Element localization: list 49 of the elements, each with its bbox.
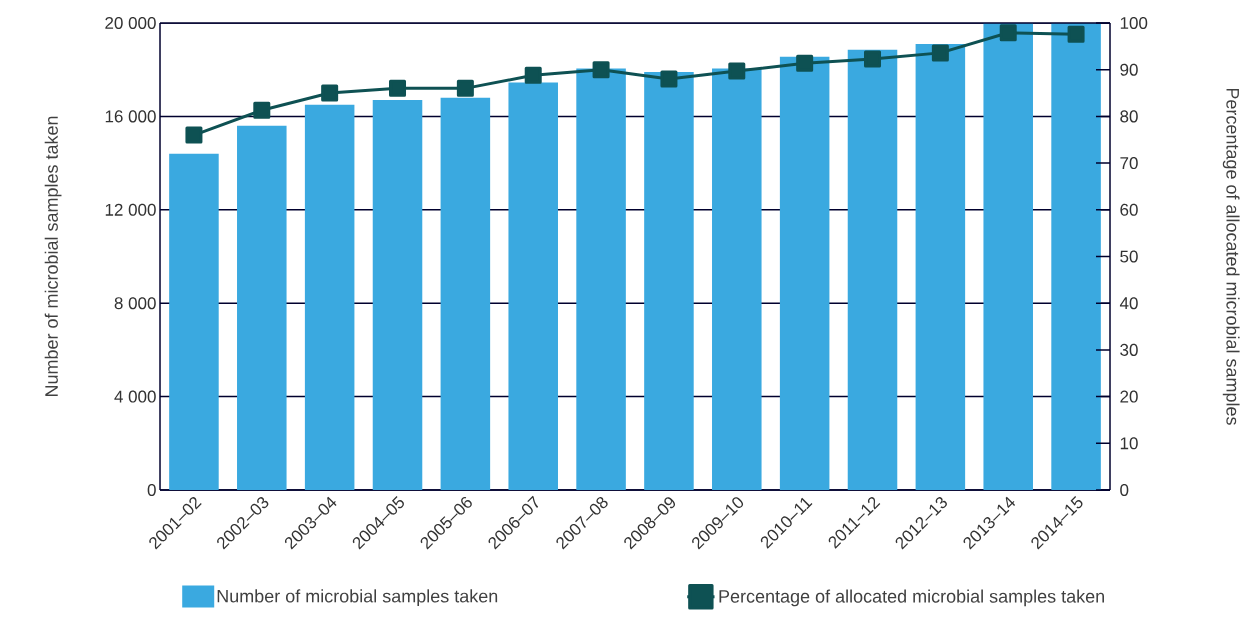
y2-tick-label: 30: [1120, 343, 1138, 356]
y2-tick-label: 60: [1120, 203, 1138, 216]
point: [1067, 25, 1085, 43]
point: [796, 54, 814, 72]
y2-tick-label: 70: [1120, 157, 1138, 170]
y2-tick-label: 10: [1120, 437, 1138, 450]
point: [185, 126, 203, 144]
y2-tick-label: 100: [1120, 16, 1148, 30]
bar: [237, 125, 287, 490]
y-axis-title: Number of microbial samples taken: [44, 116, 62, 397]
point: [931, 44, 949, 62]
bar: [576, 68, 626, 490]
point: [389, 79, 407, 97]
y-tick-label: 4 000: [114, 390, 156, 403]
y-tick-label: 12 000: [105, 203, 156, 216]
point: [999, 24, 1017, 42]
y-tick-label: 0: [147, 483, 156, 497]
y2-tick-label: 90: [1120, 63, 1138, 76]
bar: [1051, 22, 1101, 490]
bar: [169, 153, 219, 490]
bar: [983, 22, 1033, 490]
y-tick-label: 16 000: [105, 110, 156, 123]
y2-tick-label: 0: [1120, 483, 1129, 497]
point: [728, 62, 746, 80]
bar: [644, 72, 694, 490]
y-tick-label: 8 000: [114, 297, 156, 310]
bar: [779, 56, 830, 490]
point: [321, 84, 339, 102]
point: [253, 101, 271, 119]
point: [660, 70, 678, 88]
y2-tick-label: 80: [1120, 110, 1138, 123]
point: [524, 66, 542, 84]
y2-tick-label: 50: [1120, 250, 1138, 263]
bar: [372, 100, 423, 490]
legend-label: Number of microbial samples taken: [217, 589, 498, 607]
bar: [508, 82, 558, 490]
point: [592, 61, 610, 79]
bar: [712, 68, 762, 490]
point: [864, 50, 882, 68]
bar: [304, 104, 355, 490]
bar: [915, 44, 966, 490]
bar: [440, 97, 491, 490]
legend-label: Percentage of allocated microbial samples taken: [719, 589, 1104, 607]
y2-tick-label: 20: [1120, 390, 1138, 403]
y2-axis-title: Percentage of allocated microbial samples: [1222, 88, 1240, 425]
bar: [847, 49, 898, 490]
y2-tick-label: 40: [1119, 297, 1138, 310]
y-tick-label: 20 000: [105, 16, 156, 30]
point: [456, 79, 474, 97]
